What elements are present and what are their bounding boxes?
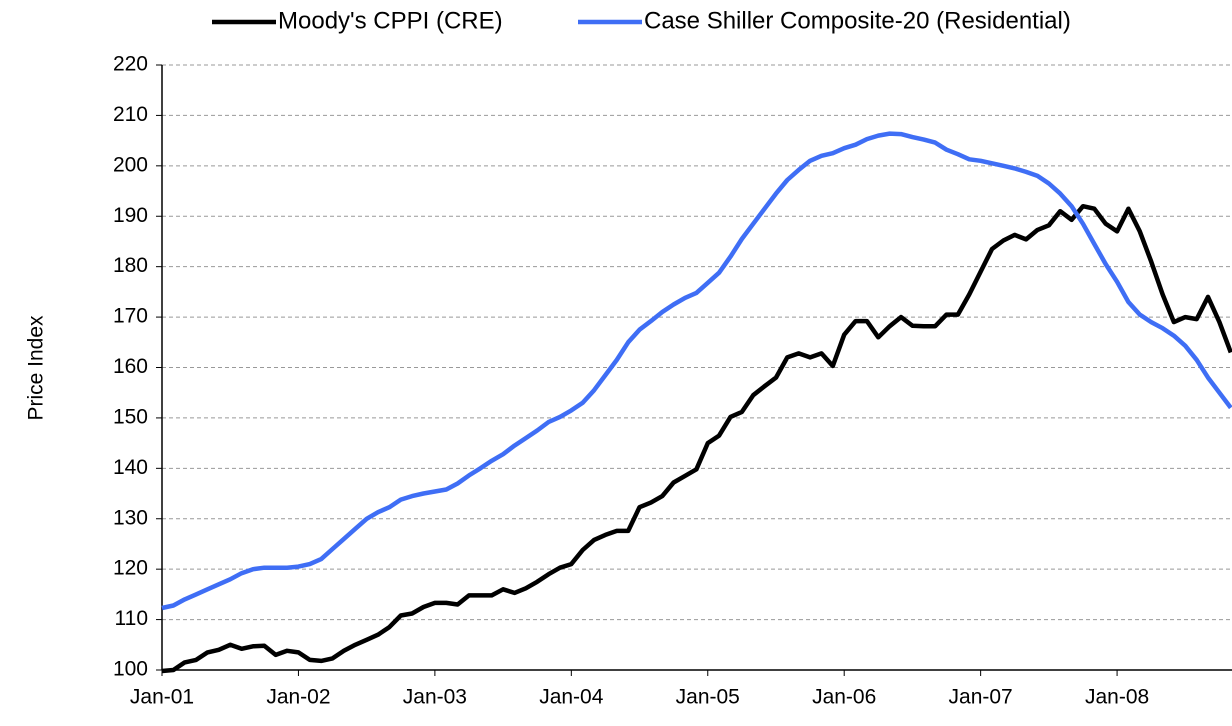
y-tick-label: 160 (113, 355, 148, 378)
series-line (161, 203, 1232, 674)
x-tick-label: Jan-03 (403, 686, 467, 709)
legend: Moody's CPPI (CRE) Case Shiller Composite… (212, 7, 1071, 34)
legend-label: Case Shiller Composite-20 (Residential) (644, 7, 1071, 34)
y-tick-label: 170 (113, 305, 148, 328)
y-tick-label: 140 (113, 456, 148, 479)
y-axis-label: Price Index (25, 315, 48, 421)
x-tick-label: Jan-06 (812, 686, 876, 709)
y-tick-label: 190 (113, 204, 148, 227)
x-tick-label: Jan-07 (949, 686, 1013, 709)
y-tick-label: 200 (113, 153, 148, 176)
y-tick-label: 150 (113, 405, 148, 428)
y-tick-label: 180 (113, 254, 148, 277)
series-line (161, 131, 1232, 611)
y-tick-label: 100 (113, 658, 148, 681)
y-tick-label: 210 (113, 103, 148, 126)
y-tick-label: 120 (113, 557, 148, 580)
x-tick-label: Jan-04 (539, 686, 604, 709)
x-tick-label: Jan-05 (676, 686, 740, 709)
y-tick-label: 220 (113, 53, 148, 76)
y-tick-label: 130 (113, 506, 148, 529)
x-tick-label: Jan-01 (130, 686, 194, 709)
legend-label: Moody's CPPI (CRE) (278, 7, 503, 34)
x-tick-label: Jan-02 (266, 686, 330, 709)
y-tick-label: 110 (115, 607, 148, 630)
x-tick-label: Jan-08 (1085, 686, 1149, 709)
